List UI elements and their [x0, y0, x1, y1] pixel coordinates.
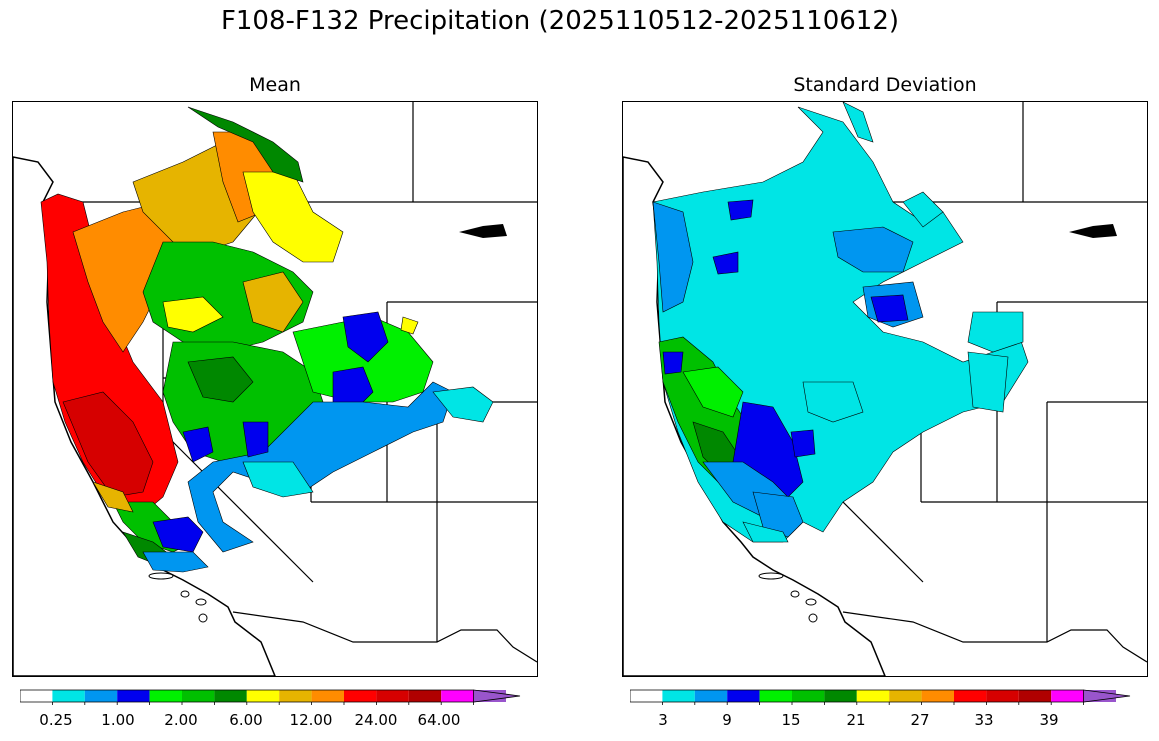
stddev-colorbar-swatch	[759, 690, 792, 702]
stddev-colorbar-swatch	[986, 690, 1019, 702]
stddev-colorbar-swatch	[824, 690, 857, 702]
mean-colorbar-swatch	[279, 690, 312, 702]
mean-colorbar-swatch	[311, 690, 344, 702]
mean-colorbar-label: 64.00	[417, 711, 461, 729]
stddev-panel-title: Standard Deviation	[793, 74, 977, 96]
stddev-colorbar	[629, 688, 1150, 710]
great-salt-lake	[459, 224, 507, 238]
stddev-colorbar-label: 33	[974, 711, 994, 729]
channel-islands	[758, 572, 818, 623]
great-salt-lake	[1069, 224, 1117, 238]
stddev-colorbar-swatch	[694, 690, 728, 702]
figure-title: F108-F132 Precipitation (2025110512-2025…	[220, 6, 900, 36]
mean-colorbar-label: 24.00	[354, 711, 398, 729]
stddev-colorbar-swatch	[1051, 690, 1084, 702]
mean-colorbar-label: 6.00	[229, 711, 263, 729]
mean-colorbar-swatch	[408, 690, 442, 702]
stddev-colorbar-swatch	[630, 690, 663, 702]
stddev-colorbar-swatch	[889, 690, 922, 702]
stddev-colorbar-swatch	[792, 690, 825, 702]
mean-colorbar-swatch	[246, 690, 280, 702]
mean-colorbar-swatch	[214, 690, 247, 702]
stddev-colorbar-label: 39	[1039, 711, 1059, 729]
mean-panel-title: Mean	[249, 74, 301, 96]
mean-colorbar-swatch	[52, 690, 85, 702]
mean-colorbar-swatches	[19, 689, 521, 705]
stddev-colorbar-swatch	[921, 690, 954, 702]
channel-islands	[148, 572, 208, 623]
mean-colorbar	[19, 688, 540, 710]
mean-colorbar-swatch	[344, 690, 377, 702]
mean-colorbar-label: 1.00	[101, 711, 135, 729]
mean-colorbar-label: 0.25	[39, 711, 73, 729]
stddev-precip-regions	[652, 102, 1029, 543]
mean-colorbar-swatch	[441, 690, 474, 702]
stddev-colorbar-label: 21	[846, 711, 866, 729]
mean-colorbar-swatch	[20, 690, 53, 702]
stddev-map	[622, 101, 1148, 677]
stddev-colorbar-swatch	[1018, 690, 1052, 702]
stddev-colorbar-swatch	[662, 690, 695, 702]
stddev-colorbar-label: 3	[658, 711, 668, 729]
stddev-colorbar-extend-arrow	[1083, 689, 1131, 703]
mean-colorbar-extend-arrow	[473, 689, 521, 703]
mean-colorbar-label: 12.00	[289, 711, 333, 729]
mean-colorbar-swatch	[117, 690, 150, 702]
stddev-colorbar-label: 27	[910, 711, 930, 729]
stddev-colorbar-swatches	[629, 689, 1131, 705]
mean-map	[12, 101, 538, 677]
stddev-colorbar-swatch	[954, 690, 987, 702]
stddev-colorbar-swatch	[727, 690, 760, 702]
mean-precip-regions	[40, 106, 494, 573]
mean-colorbar-swatch	[149, 690, 182, 702]
mean-colorbar-swatch	[84, 690, 118, 702]
stddev-colorbar-label: 9	[722, 711, 732, 729]
mean-colorbar-label: 2.00	[164, 711, 198, 729]
mean-colorbar-swatch	[376, 690, 409, 702]
stddev-colorbar-label: 15	[781, 711, 801, 729]
stddev-colorbar-swatch	[856, 690, 890, 702]
mean-colorbar-swatch	[182, 690, 215, 702]
